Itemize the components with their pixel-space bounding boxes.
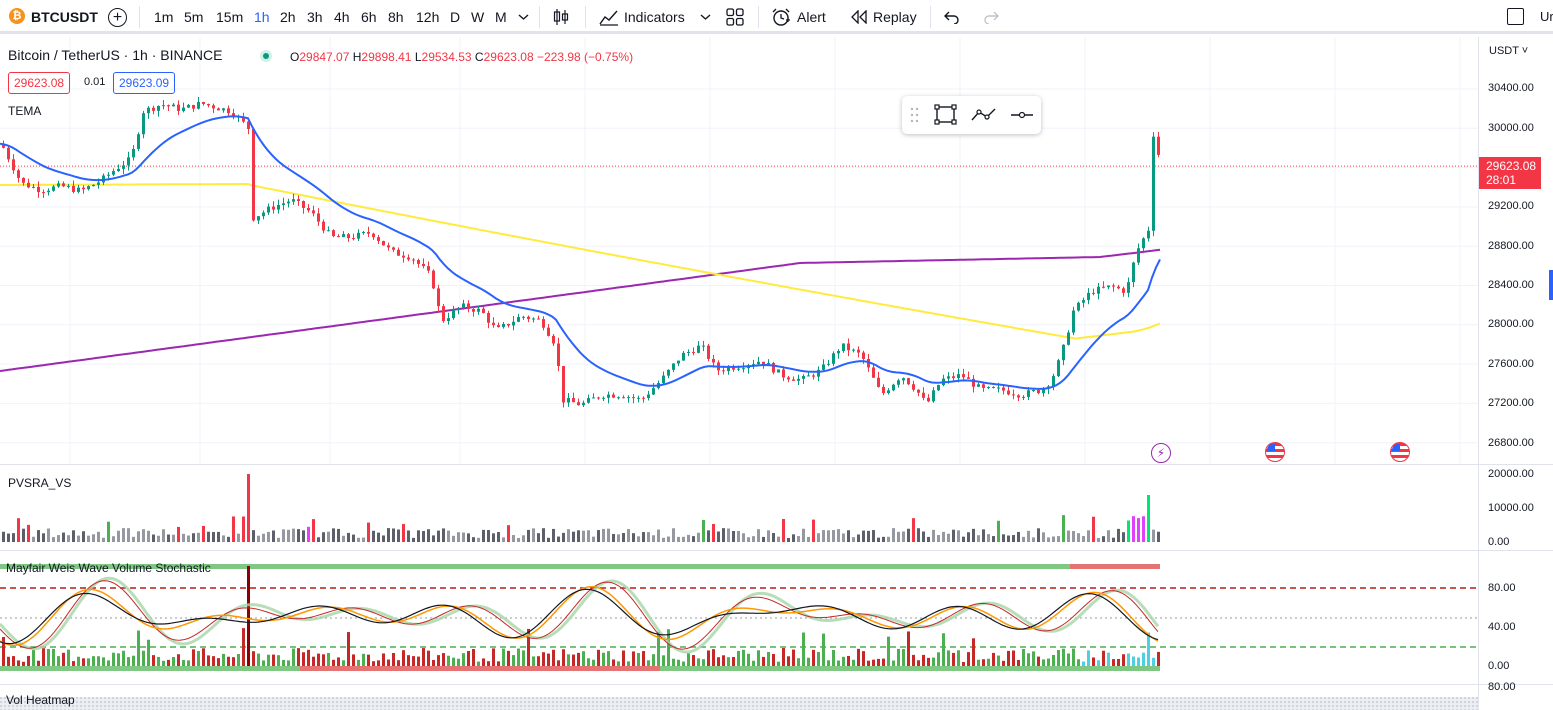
layouts-grid-icon[interactable] <box>726 0 744 33</box>
last-price-label: 29623.08 28:01 <box>1479 157 1541 189</box>
spread-value: 0.01 <box>84 76 106 88</box>
timeframe-1h[interactable]: 1h <box>254 8 270 25</box>
bitcoin-logo-icon: ₿ <box>9 8 25 24</box>
timeframe-m[interactable]: M <box>495 8 507 25</box>
price-tick: 26800.00 <box>1488 437 1534 449</box>
timeframe-dropdown-icon[interactable] <box>518 0 529 33</box>
currency-selector[interactable]: USDT ˅ <box>1489 45 1529 57</box>
heatmap-tick: 80.00 <box>1488 681 1516 693</box>
volume-tick: 10000.00 <box>1488 502 1534 514</box>
divider <box>758 6 759 28</box>
chart-symbol-title[interactable]: Bitcoin / TetherUS · 1h · BINANCE <box>8 47 223 63</box>
timeframe-2h[interactable]: 2h <box>280 8 296 25</box>
horizontal-line-tool-icon[interactable] <box>1010 108 1034 122</box>
rectangle-tool-icon[interactable] <box>934 104 958 126</box>
candle-style-icon[interactable] <box>551 0 571 33</box>
timeframe-8h[interactable]: 8h <box>388 8 404 25</box>
divider <box>585 6 586 28</box>
drag-handle-icon[interactable] <box>902 96 1041 134</box>
volume-bars <box>2 474 1160 542</box>
divider <box>139 6 140 28</box>
candlestick-chart[interactable] <box>0 37 1478 464</box>
indicators-dropdown-icon[interactable] <box>700 0 711 33</box>
bolt-event-icon[interactable]: ⚡ <box>1151 443 1171 463</box>
sell-price-button[interactable]: 29623.08 <box>8 72 71 94</box>
pane-divider[interactable] <box>0 684 1553 685</box>
price-axis[interactable] <box>1478 37 1553 464</box>
indicators-button[interactable]: Indicators <box>624 8 685 25</box>
replay-button[interactable]: Replay <box>873 8 917 25</box>
timeframe-1m[interactable]: 1m <box>154 8 174 25</box>
timeframe-12h[interactable]: 12h <box>416 8 440 25</box>
pane-divider[interactable] <box>0 550 1553 551</box>
timeframe-6h[interactable]: 6h <box>361 8 377 25</box>
buy-price-button[interactable]: 29623.09 <box>113 72 176 94</box>
price-tick: 30400.00 <box>1488 82 1534 94</box>
weis-wave-stochastic-plot <box>0 564 1478 671</box>
undo-icon[interactable] <box>944 0 960 33</box>
indicators-icon[interactable] <box>599 0 619 33</box>
price-tick: 30000.00 <box>1488 122 1534 134</box>
pvsra-indicator-label[interactable]: PVSRA_VS <box>8 476 72 490</box>
timeframe-4h[interactable]: 4h <box>334 8 350 25</box>
timeframe-w[interactable]: W <box>471 8 485 25</box>
us-flag-event-icon[interactable] <box>1390 442 1410 462</box>
pane-divider[interactable] <box>0 464 1553 465</box>
volume-axis[interactable] <box>1478 465 1553 550</box>
volume-tick: 20000.00 <box>1488 468 1534 480</box>
alarm-clock-icon[interactable] <box>771 0 791 33</box>
volume-tick: 0.00 <box>1488 536 1510 548</box>
ohlc-readout: O29847.07 H29898.41 L29534.53 C29623.08 … <box>290 50 634 64</box>
path-tool-icon[interactable] <box>970 105 998 125</box>
user-menu-button[interactable]: Ur <box>1540 9 1553 24</box>
price-tick: 27200.00 <box>1488 397 1534 409</box>
volume-pane[interactable] <box>0 465 1478 550</box>
price-tick: 28400.00 <box>1488 279 1534 291</box>
heatmap-indicator-label[interactable]: Vol Heatmap <box>6 693 75 707</box>
fullscreen-square-icon[interactable] <box>1507 8 1524 25</box>
price-tick: 28800.00 <box>1488 240 1534 252</box>
vol-heatmap-pane[interactable] <box>0 685 1478 710</box>
scroll-handle[interactable] <box>1549 270 1553 300</box>
add-symbol-icon[interactable]: + <box>108 8 127 27</box>
us-flag-event-icon[interactable] <box>1265 442 1285 462</box>
divider <box>539 6 540 28</box>
drawing-toolbar <box>902 96 1041 134</box>
redo-icon[interactable] <box>983 0 999 33</box>
replay-icon[interactable] <box>850 0 868 33</box>
market-open-status-icon <box>260 50 272 62</box>
alert-button[interactable]: Alert <box>797 8 826 25</box>
stoch-tick: 0.00 <box>1488 660 1510 672</box>
top-toolbar: ₿ BTCUSDT + 1m 5m 15m 1h 2h 3h 4h 6h 8h … <box>0 0 1553 34</box>
timeframe-15m[interactable]: 15m <box>216 8 244 25</box>
stoch-tick: 80.00 <box>1488 582 1516 594</box>
timeframe-5m[interactable]: 5m <box>184 8 204 25</box>
stoch-tick: 40.00 <box>1488 621 1516 633</box>
divider <box>930 6 931 28</box>
heatmap-strip <box>0 697 1478 710</box>
timeframe-3h[interactable]: 3h <box>307 8 323 25</box>
weis-wave-pane[interactable] <box>0 551 1478 684</box>
weis-indicator-label[interactable]: Mayfair Weis Wave Volume Stochastic <box>6 561 211 575</box>
tema-indicator-label[interactable]: TEMA <box>8 104 42 118</box>
price-tick: 28000.00 <box>1488 318 1534 330</box>
price-tick: 29200.00 <box>1488 200 1534 212</box>
price-tick: 27600.00 <box>1488 358 1534 370</box>
stoch-axis[interactable] <box>1478 551 1553 684</box>
heatmap-axis[interactable] <box>1478 685 1553 710</box>
price-chart-pane[interactable] <box>0 37 1478 464</box>
symbol-search-button[interactable]: BTCUSDT <box>31 8 98 25</box>
timeframe-d[interactable]: D <box>450 8 461 25</box>
